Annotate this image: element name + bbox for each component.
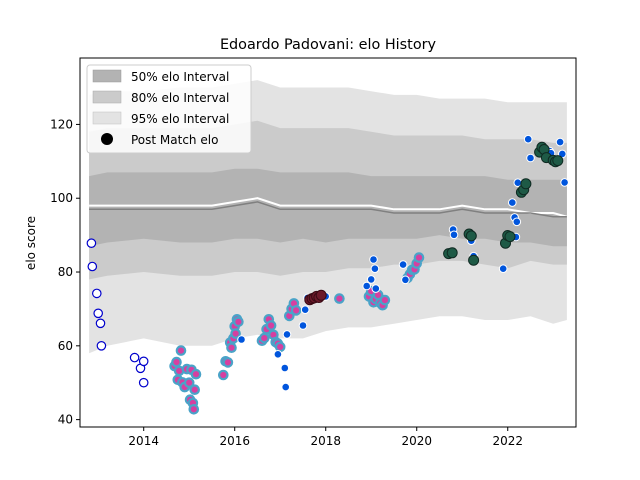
series-open-blue [86, 238, 149, 388]
x-tick-label: 2014 [128, 434, 159, 448]
data-point [552, 155, 564, 167]
series-pink-teal [169, 252, 425, 415]
legend: 50% elo Interval 80% elo Interval 95% el… [86, 64, 252, 154]
data-point [226, 342, 237, 353]
data-point [520, 178, 532, 190]
data-point [87, 261, 98, 272]
series-dark-green [443, 141, 564, 266]
legend-swatch-50 [92, 69, 122, 83]
x-axis: 2014 2016 2018 2020 2022 [128, 427, 523, 448]
data-point [188, 403, 200, 415]
x-tick-label: 2016 [219, 434, 250, 448]
data-point [281, 382, 291, 392]
legend-label-80: 80% elo Interval [131, 91, 229, 105]
data-point [504, 231, 516, 243]
data-point [86, 238, 97, 248]
data-point [95, 318, 106, 329]
data-point [280, 363, 290, 373]
data-point [446, 247, 458, 259]
y-tick-label: 40 [58, 413, 73, 427]
data-point [449, 230, 459, 240]
median-line [89, 201, 567, 218]
data-point [230, 328, 241, 339]
data-point [96, 340, 107, 351]
data-point [465, 230, 477, 242]
mean-line [89, 197, 568, 218]
data-point [526, 153, 535, 163]
data-point [171, 356, 182, 368]
data-point [274, 341, 286, 353]
data-point [237, 335, 246, 344]
data-point [370, 264, 380, 274]
legend-swatch-80 [92, 90, 122, 104]
band-50 [89, 168, 567, 247]
post-match-points [86, 134, 569, 415]
data-point [273, 350, 283, 359]
y-tick-label: 100 [50, 191, 73, 205]
legend-swatch-95 [92, 111, 122, 125]
data-point [129, 352, 140, 363]
data-point [371, 284, 381, 293]
data-point [282, 330, 292, 339]
data-point [233, 316, 244, 328]
data-point [138, 356, 149, 367]
y-tick-label: 80 [58, 265, 73, 279]
data-point [290, 305, 302, 316]
data-point [138, 377, 149, 388]
data-point [258, 332, 270, 344]
data-point [366, 275, 376, 284]
y-axis: 40 60 80 100 120 [50, 117, 80, 427]
elo-lines [89, 197, 568, 218]
data-point [508, 198, 517, 207]
data-point [189, 384, 200, 395]
plot-area [79, 57, 577, 428]
data-point [560, 178, 569, 187]
data-point [555, 137, 565, 147]
y-axis-label: elo score [24, 216, 38, 270]
legend-box [86, 64, 252, 154]
data-point [183, 377, 195, 388]
data-point [369, 255, 378, 264]
data-point [300, 305, 310, 315]
data-point [298, 321, 308, 330]
data-point [398, 260, 408, 269]
y-tick-label: 60 [58, 339, 73, 353]
data-point [362, 281, 372, 291]
legend-label-50: 50% elo Interval [131, 70, 229, 84]
data-point [401, 275, 410, 285]
data-point [222, 357, 234, 368]
data-point [265, 320, 277, 331]
data-point [175, 345, 187, 356]
data-point [523, 134, 533, 144]
legend-label-95: 95% elo Interval [131, 112, 229, 126]
x-tick-label: 2022 [492, 434, 523, 448]
x-tick-label: 2018 [310, 434, 341, 448]
data-point [334, 293, 345, 304]
data-point [92, 288, 102, 299]
x-tick-label: 2020 [401, 434, 432, 448]
y-tick-label: 120 [50, 117, 73, 131]
legend-marker-post-match [101, 133, 113, 145]
data-point [512, 217, 522, 227]
chart-title: Edoardo Padovani: elo History [220, 37, 437, 53]
data-point [498, 264, 508, 274]
data-point [379, 294, 391, 306]
data-point [413, 252, 425, 263]
data-point [93, 308, 103, 319]
data-point [218, 369, 229, 381]
data-point [190, 368, 202, 380]
legend-label-post-match: Post Match elo [131, 133, 218, 147]
data-point [468, 254, 480, 266]
series-maroon [304, 289, 327, 306]
axes-frame [79, 57, 577, 428]
data-point [315, 289, 327, 301]
